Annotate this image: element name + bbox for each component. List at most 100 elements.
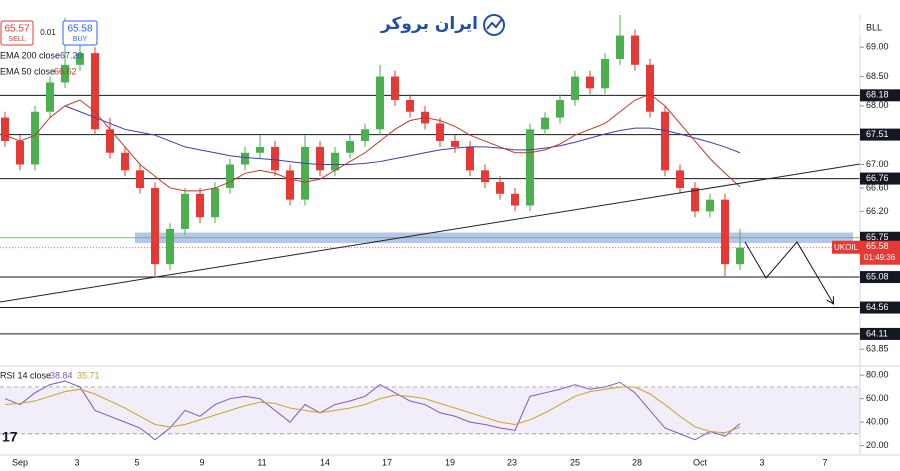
candle-body [466, 146, 474, 171]
y-tick-label: 20.00 [866, 440, 889, 450]
y-tick-label: 80.00 [866, 370, 889, 380]
candle-body [196, 193, 204, 218]
level-label: 67.51 [866, 129, 889, 139]
x-tick-label: 17 [382, 457, 392, 467]
y-tick-label: 66.20 [866, 206, 889, 216]
candle-body [616, 35, 624, 59]
candle-body [496, 182, 504, 194]
candle-body [721, 199, 729, 265]
candle-body [376, 76, 384, 130]
sell-label: SELL [8, 36, 25, 43]
x-tick-label: 25 [570, 457, 580, 467]
candle-body [241, 152, 249, 165]
ema200-value: 67.20 [60, 50, 83, 60]
candle-body [271, 146, 279, 171]
candle-body [211, 187, 219, 218]
price-pane [0, 15, 860, 335]
level-label: 68.18 [866, 90, 889, 100]
candle-body [31, 111, 39, 165]
axes: 69.00 68.50 68.00 67.00 66.60 66.20 63.85 68.18… [12, 42, 900, 467]
ema50-name: EMA 50 close [0, 66, 55, 76]
y-tick-label: 68.50 [866, 71, 889, 81]
x-tick-label: 23 [507, 457, 517, 467]
rsi-title: RSI 14 close [0, 370, 51, 380]
candle-body [526, 129, 534, 206]
rsi-band [0, 386, 860, 434]
y-tick-label: 40.00 [866, 417, 889, 427]
sell-button[interactable] [0, 20, 34, 46]
candle-body [91, 53, 99, 130]
candle-body [436, 123, 444, 142]
symbol-box [832, 240, 860, 254]
candle-body [646, 64, 654, 112]
x-tick-label: Oct [693, 457, 708, 467]
level-label: 66.76 [866, 173, 889, 183]
logo: ایران بروکر [380, 14, 505, 36]
candle-body [691, 187, 699, 212]
rsi-value: 38.84 [50, 370, 73, 380]
level-box [860, 172, 900, 185]
candle-body [76, 53, 84, 65]
buy-label: BUY [73, 36, 88, 43]
countdown: 01:49:36 [864, 253, 896, 262]
candle-body [361, 129, 369, 142]
candle-body [556, 100, 564, 118]
candle-body [301, 146, 309, 200]
y-tick-label: 69.00 [866, 42, 889, 52]
x-tick-label: Sep [12, 457, 28, 467]
candle-body [706, 199, 714, 212]
candle-body [1, 117, 9, 142]
candle-body [226, 164, 234, 188]
candle-body [316, 146, 324, 171]
spread: 0.01 [40, 28, 56, 37]
quote-panel: 65.57 SELL 0.01 65.58 BUY [0, 20, 98, 46]
rsi-pane [0, 380, 860, 441]
candle-body [151, 187, 159, 265]
level-label: 65.75 [866, 232, 889, 242]
buy-button[interactable] [62, 20, 98, 46]
ema50-value: 66.62 [54, 66, 77, 76]
candle-body [16, 141, 24, 165]
y-tick-label: 68.00 [866, 100, 889, 110]
x-tick-label: 5 [134, 457, 139, 467]
y-tick-label: 60.00 [866, 393, 889, 403]
candle-body [571, 76, 579, 101]
price-box [860, 240, 900, 265]
level-box [860, 128, 900, 141]
level-box [860, 327, 900, 340]
y-tick-label: 67.00 [866, 159, 889, 169]
candle-body [601, 58, 609, 89]
symbol[interactable]: BLL [866, 22, 882, 32]
level-box [860, 271, 900, 284]
candle-body [541, 117, 549, 130]
candle-body [121, 152, 129, 171]
symbol-label: UKOIL [834, 243, 859, 252]
level-label: 65.08 [866, 271, 889, 281]
x-tick-label: 28 [632, 457, 642, 467]
series-line [4, 93, 741, 192]
candle-body [181, 193, 189, 229]
x-tick-label: 7 [822, 457, 827, 467]
last-price-label: 65.58 [866, 241, 889, 251]
candle-body [451, 141, 459, 147]
candle-body [661, 111, 669, 171]
candle-body [331, 152, 339, 171]
candle-body [481, 170, 489, 183]
x-tick-label: 14 [320, 457, 330, 467]
candle-body [586, 76, 594, 89]
sell-price: 65.57 [4, 24, 29, 35]
series-line [4, 386, 741, 434]
candle-body [46, 82, 54, 112]
candle-body [61, 64, 69, 83]
trend-line [0, 163, 861, 303]
x-tick-label: 3 [74, 457, 79, 467]
logo-text: ایران بروکر [380, 14, 478, 34]
x-tick-label: 3 [759, 457, 764, 467]
candle-body [136, 170, 144, 188]
candle-body [406, 100, 414, 112]
candle-body [256, 146, 264, 153]
candle-body [106, 129, 114, 153]
candle-body [631, 35, 639, 65]
candle-body [511, 193, 519, 206]
